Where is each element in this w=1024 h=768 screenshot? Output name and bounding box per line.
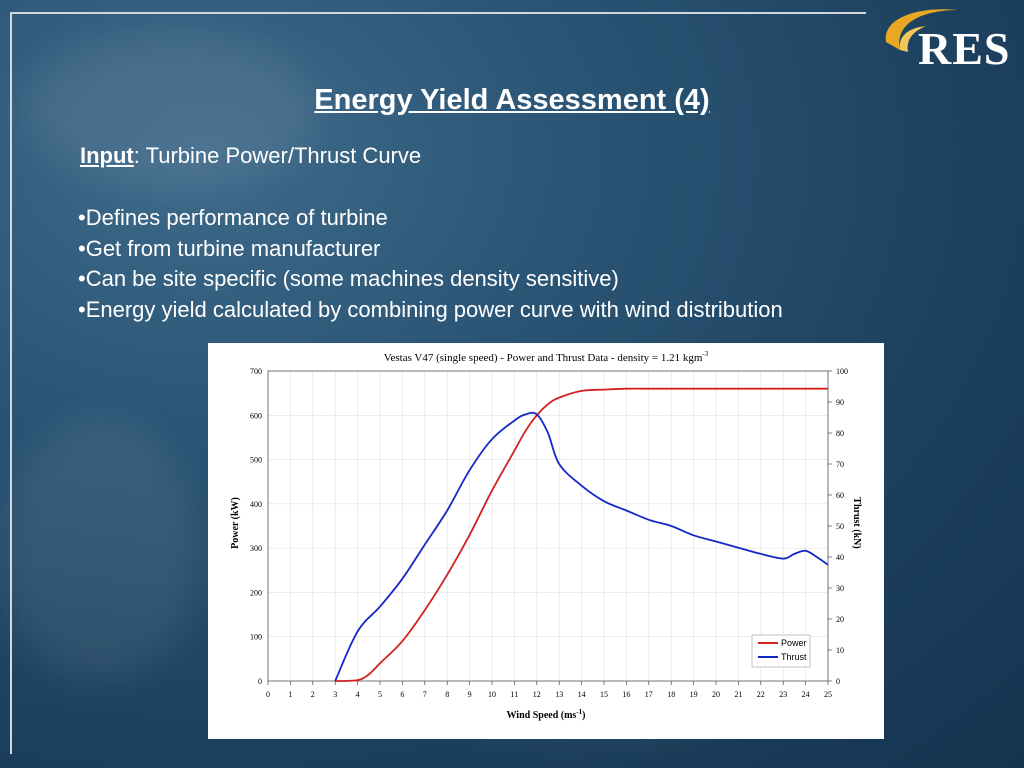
x-tick-label: 22 — [757, 690, 765, 699]
y-right-tick-label: 20 — [836, 615, 844, 624]
input-text: Turbine Power/Thrust Curve — [139, 143, 422, 168]
chart-axes: 0 1 2 3 4 5 6 7 8 9 10 11 12 13 14 15 16 17 18 19 20 21 22 23 24… — [250, 367, 848, 699]
chart-legend: Power Thrust — [751, 634, 811, 668]
y-axis-right-label: Thrust (kN) — [851, 497, 862, 548]
legend-thrust-label: Thrust — [781, 652, 807, 662]
x-tick-label: 21 — [734, 690, 742, 699]
bullet-item: •Energy yield calculated by combining po… — [78, 296, 783, 322]
y-right-tick-label: 40 — [836, 553, 844, 562]
chart-title: Vestas V47 (single speed) - Power and Th… — [384, 350, 709, 364]
x-axis-label: Wind Speed (ms-1) — [506, 708, 585, 721]
input-label: Input — [80, 143, 134, 168]
x-tick-label: 15 — [600, 690, 608, 699]
y-right-tick-label: 60 — [836, 491, 844, 500]
plot-area-border — [267, 370, 829, 682]
y-right-tick-label: 50 — [836, 522, 844, 531]
x-tick-label: 12 — [533, 690, 541, 699]
x-tick-label: 13 — [555, 690, 563, 699]
y-left-tick-label: 0 — [258, 677, 262, 686]
x-tick-label: 19 — [690, 690, 698, 699]
y-right-tick-label: 10 — [836, 646, 844, 655]
x-tick-label: 1 — [288, 690, 292, 699]
slide-frame-left — [10, 12, 12, 754]
power-thrust-chart: Vestas V47 (single speed) - Power and Th… — [208, 343, 884, 739]
y-axis-left-label: Power (kW) — [230, 497, 241, 549]
bullet-list: •Defines performance of turbine •Get fro… — [78, 203, 783, 325]
y-right-tick-label: 80 — [836, 429, 844, 438]
x-tick-label: 17 — [645, 690, 653, 699]
x-tick-label: 16 — [622, 690, 630, 699]
y-right-tick-label: 0 — [836, 677, 840, 686]
res-logo-text: RES — [918, 23, 1011, 74]
y-left-tick-label: 500 — [250, 456, 262, 465]
background-cloud — [20, 30, 320, 190]
x-tick-label: 7 — [423, 690, 427, 699]
res-logo-swoosh-icon — [885, 9, 958, 52]
y-left-tick-label: 100 — [250, 633, 262, 642]
x-tick-label: 14 — [578, 690, 586, 699]
slide-title: Energy Yield Assessment (4) — [314, 84, 710, 116]
series-line-power — [335, 387, 828, 682]
x-tick-label: 9 — [468, 690, 472, 699]
bullet-item: •Get from turbine manufacturer — [78, 235, 381, 261]
x-tick-label: 6 — [400, 690, 404, 699]
x-tick-label: 25 — [824, 690, 832, 699]
y-left-tick-label: 400 — [250, 500, 262, 509]
series-line-thrust — [334, 411, 829, 682]
background-cloud — [0, 420, 200, 680]
x-tick-label: 18 — [667, 690, 675, 699]
legend-power-label: Power — [781, 638, 807, 648]
slide-frame-top — [10, 12, 866, 14]
x-tick-label: 8 — [445, 690, 449, 699]
x-tick-label: 23 — [779, 690, 787, 699]
y-left-tick-label: 700 — [250, 367, 262, 376]
bullet-item: •Defines performance of turbine — [78, 205, 388, 230]
x-tick-label: 4 — [356, 690, 360, 699]
y-right-tick-label: 100 — [836, 367, 848, 376]
input-colon: : — [133, 143, 140, 168]
chart-title-sup: -3 — [702, 350, 708, 358]
y-right-tick-label: 70 — [836, 460, 844, 469]
x-tick-label: 24 — [802, 690, 810, 699]
x-tick-label: 20 — [712, 690, 720, 699]
y-left-tick-label: 600 — [250, 411, 262, 420]
x-tick-label: 11 — [511, 690, 519, 699]
x-tick-label: 5 — [378, 690, 382, 699]
chart-grid — [267, 370, 829, 682]
legend-box — [751, 634, 811, 668]
y-left-tick-label: 200 — [250, 588, 262, 597]
y-right-tick-label: 30 — [836, 584, 844, 593]
x-tick-label: 3 — [333, 690, 337, 699]
input-line: Input: Turbine Power/Thrust Curve — [80, 143, 421, 169]
x-tick-label: 2 — [311, 690, 315, 699]
chart-svg: Vestas V47 (single speed) - Power and Th… — [230, 350, 862, 721]
x-tick-label: 10 — [488, 690, 496, 699]
x-tick-label: 0 — [266, 690, 270, 699]
chart-series — [334, 387, 829, 682]
bullet-item: •Can be site specific (some machines den… — [78, 266, 619, 291]
y-right-tick-label: 90 — [836, 398, 844, 407]
y-left-tick-label: 300 — [250, 544, 262, 553]
